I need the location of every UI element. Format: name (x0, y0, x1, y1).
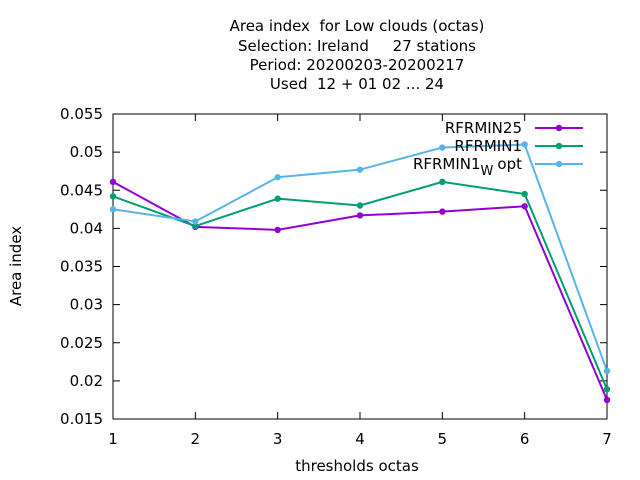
x-tick-label: 5 (438, 430, 448, 448)
series-line-3 (112, 143, 608, 372)
data-point (109, 206, 117, 213)
data-point (192, 218, 199, 225)
y-tick-label: 0.05 (70, 143, 103, 161)
data-point (109, 193, 117, 200)
y-tick-label: 0.035 (60, 258, 103, 276)
legend-marker-1 (555, 124, 563, 132)
legend-label-1: RFRMIN25 (445, 119, 522, 137)
data-point (603, 367, 611, 375)
plot-frame (112, 113, 608, 420)
y-tick-label: 0.03 (70, 296, 103, 314)
data-point (439, 208, 446, 215)
legend-label-3: RFRMIN1W opt (413, 155, 522, 179)
data-point (356, 202, 364, 209)
title-line-4: Used 12 + 01 02 ... 24 (269, 75, 445, 93)
data-point (356, 166, 364, 173)
data-point (603, 386, 611, 393)
y-tick-label: 0.015 (60, 410, 103, 428)
y-tick-label: 0.025 (60, 334, 103, 352)
y-tick-label: 0.045 (60, 181, 103, 199)
data-point (521, 141, 528, 148)
data-point (439, 144, 446, 151)
y-axis-label: Area index (7, 226, 25, 306)
x-tick-label: 1 (108, 430, 118, 448)
data-point (274, 226, 281, 234)
title-line-2: Selection: Ireland 27 stations (238, 37, 476, 55)
legend-marker-2 (555, 142, 563, 150)
data-point (521, 203, 528, 210)
x-tick-label: 4 (355, 430, 365, 448)
data-point (274, 195, 281, 202)
data-point (109, 178, 117, 186)
data-point (603, 396, 611, 404)
y-tick-label: 0.04 (70, 219, 103, 237)
x-tick-label: 6 (520, 430, 530, 448)
legend-label-2: RFRMIN1 (454, 137, 522, 155)
x-tick-label: 3 (273, 430, 283, 448)
data-point (521, 190, 528, 198)
title-line-1: Area index for Low clouds (octas) (229, 17, 485, 35)
y-tick-label: 0.02 (70, 372, 103, 390)
title-line-3: Period: 20200203-20200217 (249, 56, 465, 74)
legend-marker-3 (555, 160, 563, 168)
data-point (356, 212, 364, 219)
x-tick-label: 7 (602, 430, 612, 448)
data-point (439, 178, 446, 186)
x-axis-label: thresholds octas (295, 457, 419, 475)
x-tick-label: 2 (191, 430, 201, 448)
data-point (192, 222, 199, 230)
y-tick-label: 0.055 (60, 105, 103, 123)
data-point (274, 174, 281, 181)
